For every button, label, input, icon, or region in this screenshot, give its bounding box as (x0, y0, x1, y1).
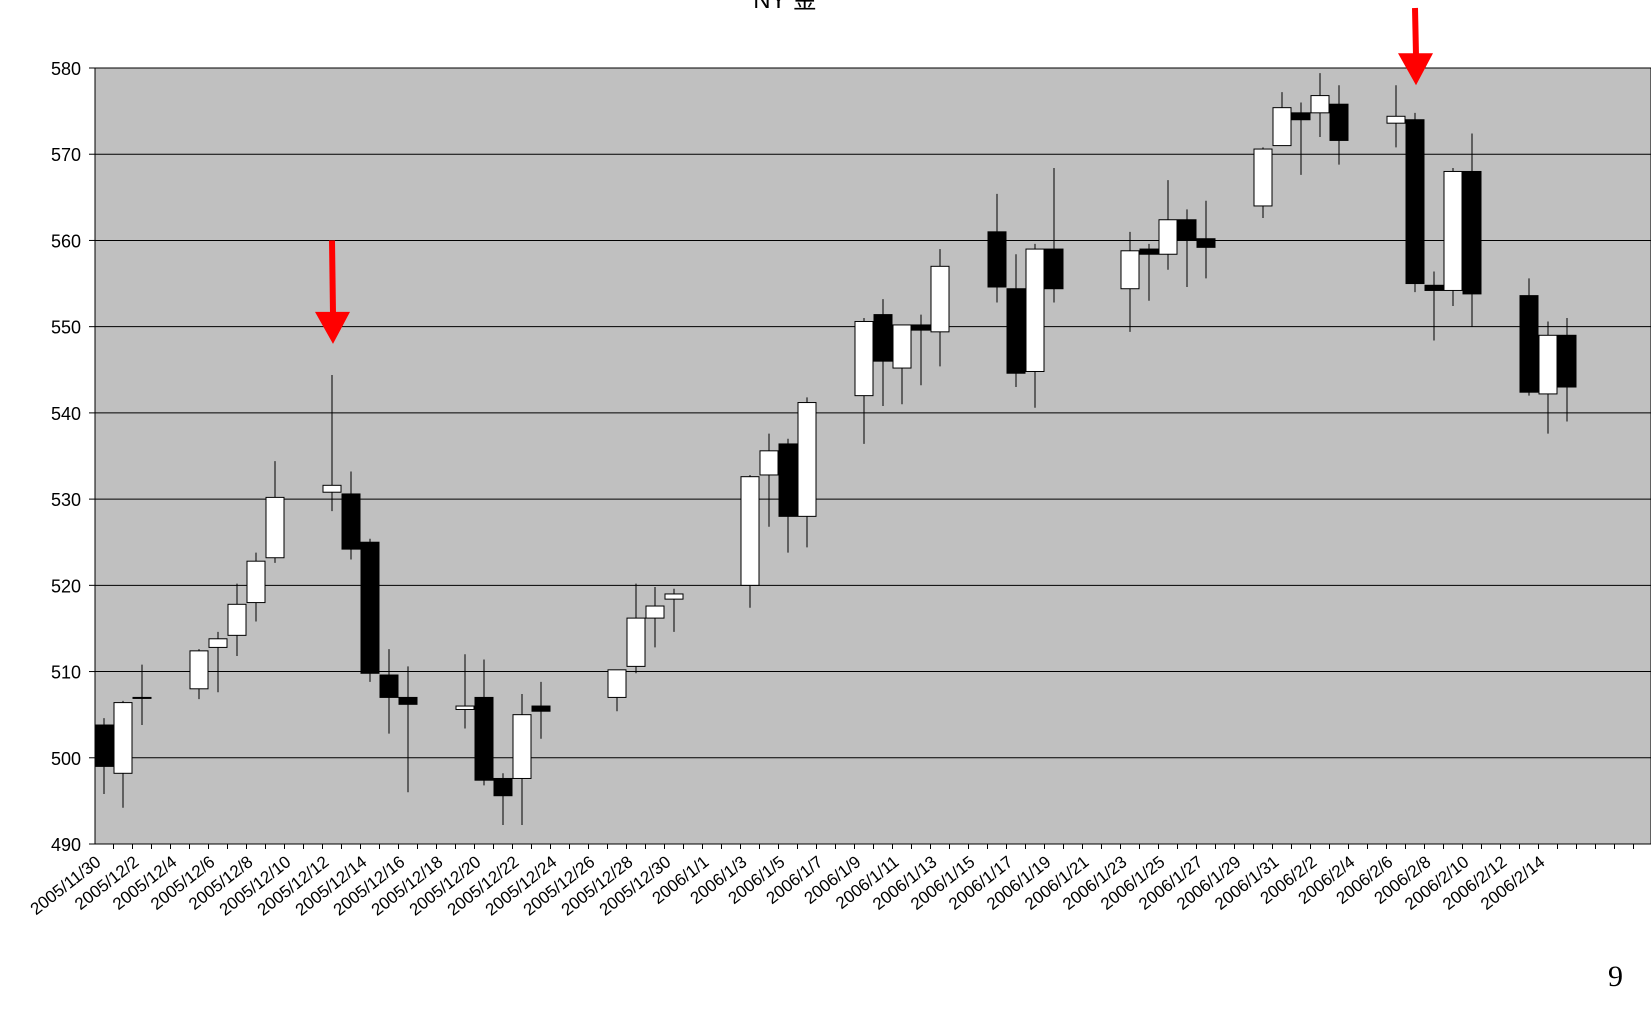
candle-body (1139, 248, 1159, 255)
candle-body (1025, 248, 1045, 373)
candle-body (1253, 148, 1273, 207)
candle-body (322, 484, 342, 493)
arrow-head (315, 311, 350, 344)
y-tick-label: 490 (51, 835, 81, 855)
candle-body (911, 324, 931, 331)
candle-body (1272, 107, 1292, 147)
candle-body (265, 496, 285, 559)
candle-body (626, 617, 646, 667)
y-tick-label: 520 (51, 576, 81, 596)
candle-body (1405, 119, 1425, 285)
candle-body (740, 476, 760, 586)
candle-body (455, 705, 475, 710)
candle-body (987, 231, 1007, 288)
candle-body (645, 605, 665, 619)
plot-area (94, 67, 1651, 845)
candle-body (208, 638, 228, 648)
candle-body (132, 696, 152, 699)
candle-body (189, 650, 209, 690)
y-tick-label: 510 (51, 663, 81, 683)
candle-body (113, 702, 133, 774)
candle-body (892, 324, 912, 369)
arrow-shaft (1412, 7, 1419, 56)
candle-body (512, 714, 532, 779)
candle-body (1177, 219, 1197, 241)
candle-body (531, 705, 551, 712)
candle-body (1462, 170, 1482, 295)
arrow-shaft (329, 240, 336, 314)
y-tick-label: 500 (51, 749, 81, 769)
candle-body (1291, 112, 1311, 121)
y-tick-label: 570 (51, 145, 81, 165)
candle-body (607, 669, 627, 698)
candle-body (778, 443, 798, 517)
arrow-head (1398, 53, 1433, 86)
candle-body (379, 674, 399, 698)
candle-body (474, 696, 494, 781)
candle-body (1044, 248, 1064, 290)
page-number: 9 (1608, 960, 1623, 993)
candle-body (930, 265, 950, 333)
candle-body (1443, 170, 1463, 291)
candle-body (1386, 115, 1406, 124)
candle-body (1424, 284, 1444, 291)
y-tick-label: 580 (51, 59, 81, 79)
candle-body (1329, 103, 1349, 141)
candle-body (797, 402, 817, 517)
y-tick-label: 560 (51, 231, 81, 251)
y-tick-label: 550 (51, 318, 81, 338)
candle-body (873, 314, 893, 362)
candle-body (246, 560, 266, 604)
chart-title: NY 金 (753, 0, 817, 14)
candle-body (854, 320, 874, 397)
candle-body (1158, 219, 1178, 255)
candle-body (759, 450, 779, 476)
y-tick-label: 540 (51, 404, 81, 424)
candle-body (341, 493, 361, 550)
candle-body (398, 696, 418, 705)
candle-body (1538, 334, 1558, 395)
candle-body (227, 603, 247, 636)
candle-body (664, 593, 684, 600)
candle-body (1519, 295, 1539, 393)
candle-body (1557, 334, 1577, 388)
y-tick-label: 530 (51, 490, 81, 510)
candle-body (493, 777, 513, 797)
candle-body (94, 724, 114, 767)
candle-body (1006, 288, 1026, 374)
candle-body (1120, 250, 1140, 290)
candle-body (1196, 238, 1216, 248)
candle-body (360, 541, 380, 674)
candle-body (1310, 95, 1330, 114)
